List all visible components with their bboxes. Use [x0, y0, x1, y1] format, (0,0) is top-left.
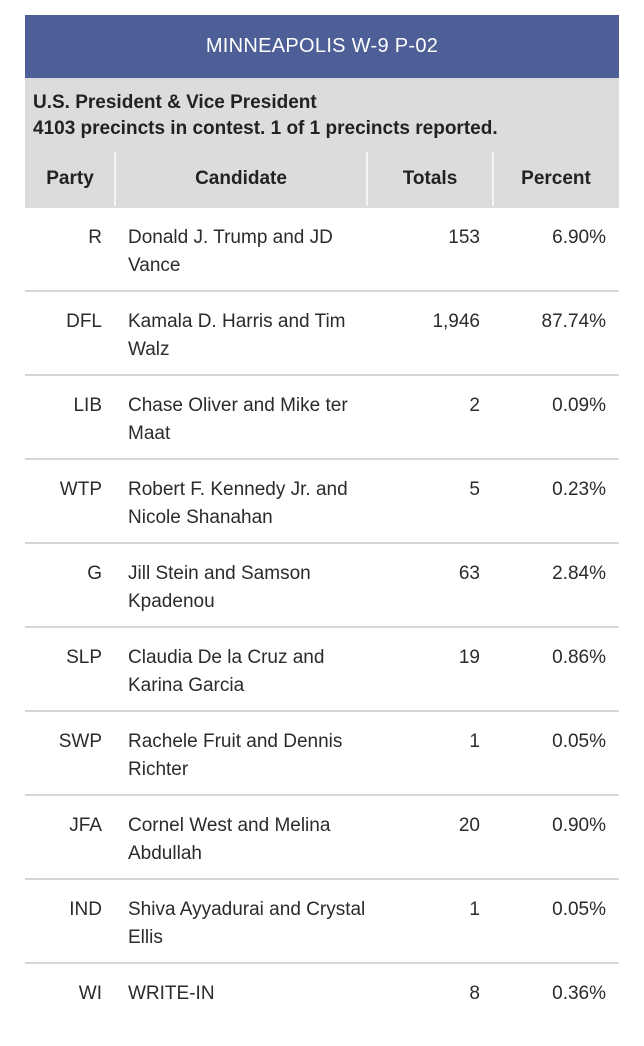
precinct-banner: MINNEAPOLIS W-9 P-02 [25, 15, 619, 78]
table-row: JFA Cornel West and Melina Abdullah 20 0… [25, 796, 619, 880]
totals-cell: 8 [469, 983, 480, 1004]
percent-cell: 0.09% [552, 395, 606, 416]
table-row: WI WRITE-IN 8 0.36% [25, 964, 619, 1046]
candidate-cell: Claudia De la Cruz and Karina Garcia [128, 647, 325, 696]
totals-cell: 5 [469, 479, 480, 500]
percent-cell: 6.90% [552, 227, 606, 248]
precinct-title: MINNEAPOLIS W-9 P-02 [205, 35, 439, 57]
percent-cell: 0.05% [552, 899, 606, 920]
table-row: R Donald J. Trump and JD Vance 153 6.90% [25, 208, 619, 292]
table-row: DFL Kamala D. Harris and Tim Walz 1,946 … [25, 292, 619, 376]
candidate-cell: Robert F. Kennedy Jr. and Nicole Shanaha… [128, 479, 348, 528]
party-cell: JFA [69, 815, 102, 836]
table-row: LIB Chase Oliver and Mike ter Maat 2 0.0… [25, 376, 619, 460]
party-cell: LIB [73, 395, 102, 416]
candidate-cell: Cornel West and Melina Abdullah [128, 815, 331, 864]
totals-cell: 153 [448, 227, 480, 248]
party-cell: WTP [59, 479, 102, 500]
column-divider [492, 152, 494, 206]
party-cell: DFL [66, 311, 102, 332]
header-percent: Percent [521, 168, 591, 189]
candidate-cell: Rachele Fruit and Dennis Richter [128, 731, 343, 780]
totals-cell: 1 [469, 731, 480, 752]
percent-cell: 87.74% [541, 311, 606, 332]
percent-cell: 0.90% [552, 815, 606, 836]
party-cell: WI [78, 983, 102, 1004]
table-row: G Jill Stein and Samson Kpadenou 63 2.84… [25, 544, 619, 628]
totals-cell: 20 [458, 815, 480, 836]
candidate-cell: Shiva Ayyadurai and Crystal Ellis [128, 899, 366, 948]
party-cell: R [88, 227, 102, 248]
contest-header: U.S. President & Vice President 4103 pre… [25, 78, 619, 150]
percent-cell: 0.86% [552, 647, 606, 668]
percent-cell: 0.05% [552, 731, 606, 752]
candidate-cell: Chase Oliver and Mike ter Maat [128, 395, 348, 444]
totals-cell: 63 [458, 563, 480, 584]
percent-cell: 0.23% [552, 479, 606, 500]
totals-cell: 1,946 [432, 311, 480, 332]
results-table-body: R Donald J. Trump and JD Vance 153 6.90%… [25, 208, 619, 1046]
table-row: IND Shiva Ayyadurai and Crystal Ellis 1 … [25, 880, 619, 964]
totals-cell: 19 [458, 647, 480, 668]
table-row: WTP Robert F. Kennedy Jr. and Nicole Sha… [25, 460, 619, 544]
column-divider [114, 152, 116, 206]
party-cell: IND [69, 899, 102, 920]
column-divider [366, 152, 368, 206]
percent-cell: 2.84% [552, 563, 606, 584]
candidate-cell: Jill Stein and Samson Kpadenou [128, 563, 311, 612]
contest-status: 4103 precincts in contest. 1 of 1 precin… [33, 118, 498, 139]
results-page: MINNEAPOLIS W-9 P-02 U.S. President & Vi… [25, 15, 619, 1004]
header-party: Party [46, 168, 94, 189]
results-table-header: Party Candidate Totals Percent [25, 150, 619, 208]
header-candidate: Candidate [195, 168, 287, 189]
header-totals: Totals [402, 168, 458, 189]
candidate-cell: Donald J. Trump and JD Vance [128, 227, 333, 276]
table-row: SWP Rachele Fruit and Dennis Richter 1 0… [25, 712, 619, 796]
candidate-cell: Kamala D. Harris and Tim Walz [128, 311, 346, 360]
contest-name: U.S. President & Vice President [33, 92, 317, 113]
candidate-cell: WRITE-IN [128, 983, 215, 1004]
totals-cell: 1 [469, 899, 480, 920]
table-row: SLP Claudia De la Cruz and Karina Garcia… [25, 628, 619, 712]
percent-cell: 0.36% [552, 983, 606, 1004]
totals-cell: 2 [469, 395, 480, 416]
party-cell: G [87, 563, 102, 584]
party-cell: SLP [66, 647, 102, 668]
party-cell: SWP [58, 731, 102, 752]
